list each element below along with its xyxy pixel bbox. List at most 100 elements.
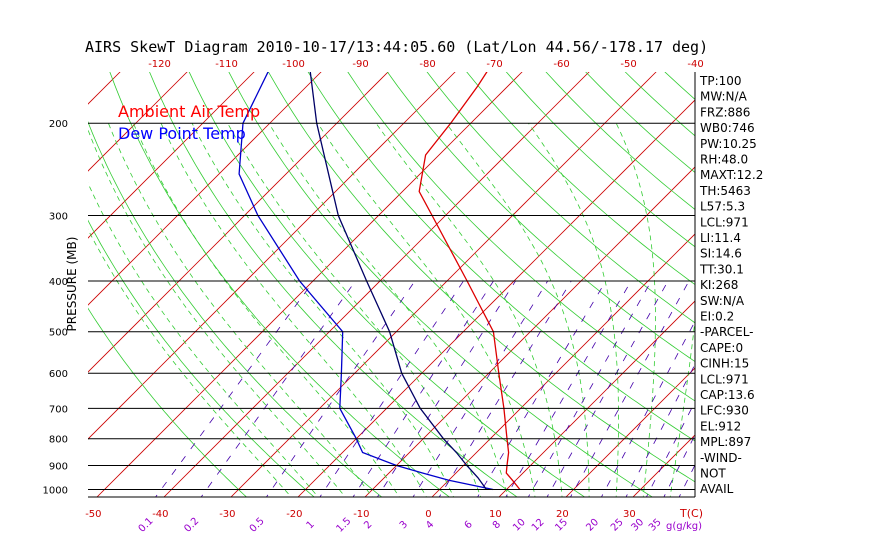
pressure-tick-label: 1000 [43, 486, 68, 497]
isotherm-line [431, 233, 695, 497]
mixing-ratio-label: 8 [491, 519, 503, 531]
dew-point-temp-line [238, 72, 494, 491]
stability-index-label: LCL:971 [700, 215, 749, 229]
stability-index-label: KI:268 [700, 278, 738, 292]
stability-index-label: LFC:930 [700, 404, 749, 418]
isotherm-line [96, 72, 523, 497]
mixing-ratio-label: 1 [305, 519, 317, 531]
mixing-ratio-line [477, 280, 607, 497]
stability-index-label: MW:N/A [700, 90, 748, 104]
dry-adiabat-line [109, 72, 451, 497]
isotherm-line [88, 72, 389, 373]
stability-index-label: MPL:897 [700, 435, 751, 449]
temp-unit-label: T(C) [679, 507, 703, 520]
bottom-temp-tick-label: -20 [286, 509, 302, 520]
dry-adiabat-line [88, 307, 248, 497]
stability-index-label: SI:14.6 [700, 247, 742, 261]
moist-adiabat-line [88, 128, 346, 497]
stability-index-label: TH:5463 [699, 184, 751, 198]
mixing-ratio-line [319, 280, 464, 497]
stability-index-label: CAPE:0 [700, 341, 743, 355]
plot-area [0, 0, 870, 501]
legend-dew-point-temp: Dew Point Temp [118, 124, 246, 143]
mixing-ratio-line [376, 280, 516, 497]
stability-index-label: EI:0.2 [700, 310, 734, 324]
stability-index-label: FRZ:886 [700, 105, 750, 119]
stability-index-label: EL:912 [700, 419, 741, 433]
moist-adiabat-line [88, 182, 319, 497]
bottom-temp-tick-label: 0 [425, 509, 431, 520]
dry-adiabat-line [774, 0, 870, 501]
dry-adiabat-line [268, 72, 695, 483]
dry-adiabat-line [188, 72, 586, 497]
isotherm-line [88, 72, 121, 105]
mixing-ratio-line [505, 280, 632, 497]
dry-adiabat-line [347, 72, 695, 402]
dry-adiabat-line [149, 72, 518, 497]
pressure-tick-label: 500 [49, 328, 68, 339]
bottom-temp-tick-label: 30 [623, 509, 636, 520]
isotherm-line [830, 0, 870, 501]
mixing-ratio-label: 20 [584, 517, 601, 534]
mixing-ratio-label: 4 [424, 519, 436, 531]
pressure-tick-label: 200 [49, 119, 68, 130]
dry-adiabat-line [88, 121, 383, 497]
isotherm-line [88, 72, 322, 306]
moist-adiabat-line [160, 123, 427, 497]
moist-adiabat-line [375, 122, 563, 497]
pressure-tick-label: 700 [49, 404, 68, 415]
dry-adiabat-line [228, 72, 654, 497]
isotherm-line [297, 99, 695, 497]
stability-index-label: -PARCEL- [700, 325, 754, 339]
mixing-ratio-label: 3 [398, 519, 410, 531]
isotherm-line [632, 434, 695, 497]
bottom-temp-tick-label: 20 [556, 509, 569, 520]
dry-adiabat-line [585, 72, 695, 174]
top-temp-tick-label: -90 [352, 59, 368, 70]
stability-index-label: AVAIL [700, 482, 734, 496]
bottom-temp-tick-label: -50 [85, 509, 101, 520]
top-temp-tick-label: -40 [687, 59, 703, 70]
pressure-tick-label: 800 [49, 435, 68, 446]
mixing-ratio-label: 0.2 [182, 516, 201, 535]
pressure-tick-label: 300 [49, 211, 68, 222]
moist-adiabat-line [528, 122, 619, 497]
mixing-ratio-label: 12 [530, 517, 547, 534]
chart-title: AIRS SkewT Diagram 2010-10-17/13:44:05.6… [85, 38, 708, 56]
isotherm-line [88, 72, 456, 440]
mixing-ratio-label: 1.5 [334, 516, 353, 535]
pressure-tick-label: 600 [49, 369, 68, 380]
bottom-temp-tick-label: -40 [152, 509, 168, 520]
dry-adiabat-line [545, 72, 695, 210]
moist-adiabat-line [227, 123, 482, 497]
mixing-ratio-line [570, 280, 690, 497]
top-temp-tick-label: -70 [486, 59, 502, 70]
stability-index-label: TP:100 [699, 74, 742, 88]
dry-adiabat-line [466, 72, 695, 286]
mixing-ratio-line [352, 280, 494, 497]
mixing-ratio-line [527, 280, 652, 497]
mixing-ratio-line [546, 280, 669, 497]
moist-adiabat-line [615, 123, 656, 497]
mixing-ratio-label: 2 [362, 519, 374, 531]
isotherm-line [163, 72, 590, 497]
dry-adiabat-line [307, 72, 695, 442]
top-temp-tick-label: -110 [215, 59, 238, 70]
mixing-ratio-line [265, 280, 416, 497]
mixing-ratio-label: 35 [647, 517, 664, 534]
isotherm-line [230, 72, 657, 497]
stability-index-label: NOT [700, 467, 726, 481]
bottom-temp-tick-label: -10 [353, 509, 369, 520]
stability-index-label: SW:N/A [700, 294, 745, 308]
isotherm-line [565, 367, 695, 497]
isotherm-line [364, 166, 695, 497]
stability-index-label: L57:5.3 [700, 200, 745, 214]
dry-adiabat-line [426, 72, 695, 324]
mixing-ratio-unit-label: g(g/kg) [666, 521, 702, 532]
isotherm-line [0, 0, 160, 501]
moist-adiabat-line [268, 122, 509, 497]
moist-adiabat-line [88, 228, 292, 497]
dry-adiabat-line [88, 219, 315, 497]
mixing-ratio-line [412, 280, 549, 497]
bottom-temp-tick-label: 10 [489, 509, 502, 520]
